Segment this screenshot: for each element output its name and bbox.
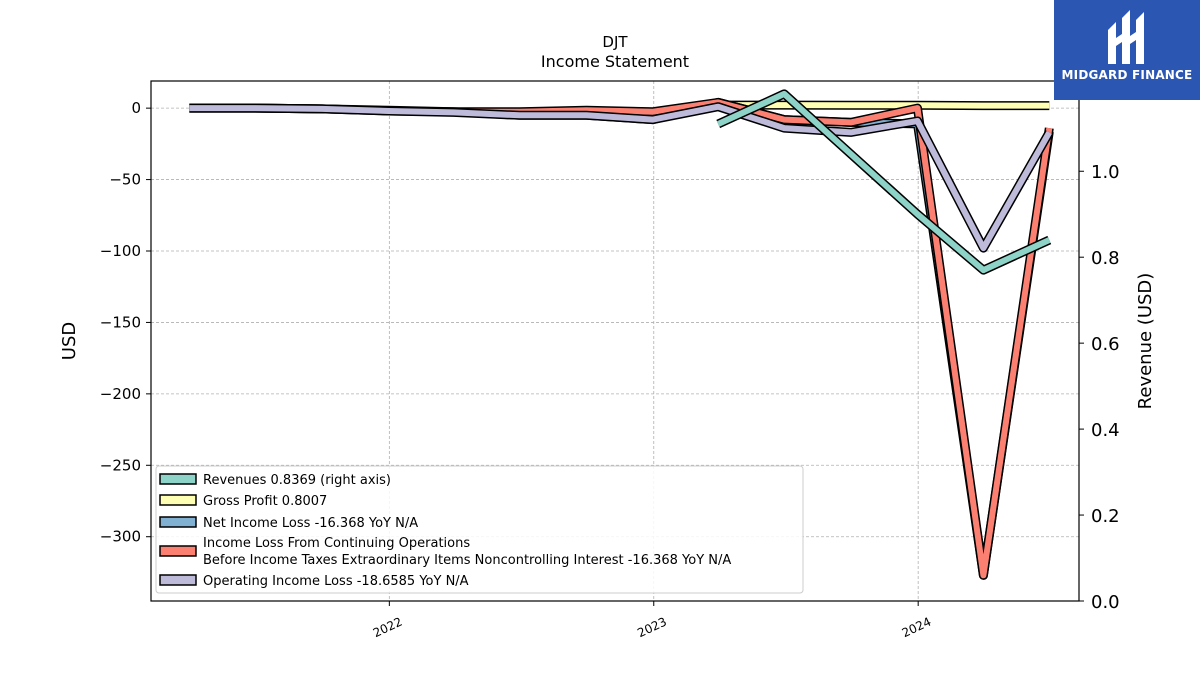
series-gross-profit: [718, 100, 1050, 111]
x-tick-label: 2022: [371, 615, 405, 641]
legend-label: Before Income Taxes Extraordinary Items …: [203, 553, 731, 568]
legend-label: Income Loss From Continuing Operations: [203, 536, 470, 551]
legend-label: Revenues 0.8369 (right axis): [203, 473, 391, 488]
legend-label: Gross Profit 0.8007: [203, 494, 327, 509]
grid-lines: [151, 81, 1079, 601]
y-tick-label: −50: [109, 171, 141, 189]
right-y-tick-label: 0.6: [1091, 334, 1120, 355]
y-tick-label: −150: [100, 313, 141, 331]
y-tick-label: −300: [100, 528, 141, 546]
right-y-tick-label: 0.2: [1091, 506, 1120, 527]
y-tick-label: −100: [100, 242, 141, 260]
legend-label: Operating Income Loss -18.6585 YoY N/A: [203, 574, 469, 589]
right-y-tick-label: 0.8: [1091, 248, 1120, 269]
midgard-finance-logo: MIDGARD FINANCE: [1054, 0, 1200, 100]
chart-title: DJT: [602, 33, 628, 51]
x-tick-label: 2024: [900, 615, 934, 641]
right-y-axis-label: Revenue (USD): [1135, 273, 1156, 410]
series-lines: [189, 89, 1054, 580]
series-revenues: [716, 89, 1052, 275]
y-axis-label: USD: [59, 322, 80, 360]
axes: 0 −50 −100 −150 −200 −250 −300 2022 2023 2024 0.0 0…: [100, 99, 1120, 640]
series-operating-income-loss: [189, 102, 1054, 253]
series-line: [716, 90, 1051, 274]
legend-swatch: [159, 494, 197, 506]
right-y-tick-label: 0.0: [1091, 592, 1120, 613]
logo-text: MIDGARD FINANCE: [1061, 68, 1193, 82]
right-y-tick-label: 0.4: [1091, 420, 1120, 441]
plot-frame: [150, 80, 1080, 602]
legend-swatch: [159, 516, 197, 528]
chart-subtitle: Income Statement: [541, 52, 689, 71]
series-line: [189, 103, 1052, 252]
legend-swatch: [159, 545, 197, 557]
legend-label: Net Income Loss -16.368 YoY N/A: [203, 516, 418, 531]
y-tick-label: −250: [100, 456, 141, 474]
legend: Revenues 0.8369 (right axis) Gross Profit…: [155, 465, 804, 594]
legend-swatch: [159, 574, 197, 586]
series-line: [718, 102, 1050, 109]
legend-swatch: [159, 473, 197, 485]
right-y-tick-label: 1.0: [1091, 162, 1120, 183]
y-tick-label: −200: [100, 385, 141, 403]
y-tick-label: 0: [131, 99, 141, 117]
x-tick-label: 2023: [635, 615, 669, 641]
midgard-logo-icon: [1108, 10, 1144, 64]
legend-box: [155, 465, 804, 594]
